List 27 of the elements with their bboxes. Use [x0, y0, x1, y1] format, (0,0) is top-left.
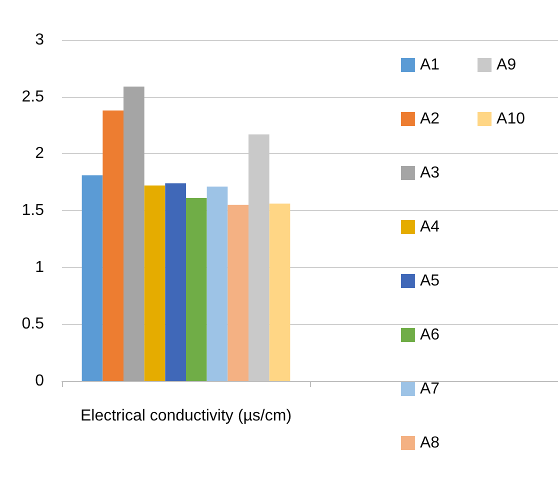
bar — [124, 86, 144, 381]
bar — [82, 175, 103, 381]
legend-label: A4 — [420, 218, 440, 236]
bar — [269, 204, 290, 381]
legend-label: A10 — [496, 110, 526, 128]
legend-label: A7 — [420, 380, 440, 398]
y-tick-label: 2.5 — [22, 88, 44, 106]
legend-label: A1 — [420, 56, 440, 74]
bar — [206, 186, 228, 381]
bar — [144, 185, 166, 381]
bar — [186, 198, 207, 381]
x-tick-label: Electrical conductivity (µs/cm) — [80, 408, 292, 424]
legend-label: A6 — [420, 326, 440, 344]
legend-label: A3 — [420, 164, 440, 182]
y-tick-label: 3 — [35, 32, 44, 48]
y-tick-label: 2 — [35, 145, 44, 162]
legend-label: A5 — [420, 272, 440, 290]
y-tick-label: 0 — [35, 372, 44, 390]
bar — [228, 204, 248, 381]
legend-label: A9 — [496, 56, 516, 74]
bar — [165, 183, 186, 381]
legend-label: A2 — [420, 110, 440, 128]
y-tick-label: 0.5 — [22, 316, 44, 333]
y-tick-label: 1 — [35, 258, 44, 276]
bar — [102, 110, 124, 381]
legend-label: A8 — [420, 434, 440, 452]
y-tick-label: 1.5 — [22, 202, 44, 219]
